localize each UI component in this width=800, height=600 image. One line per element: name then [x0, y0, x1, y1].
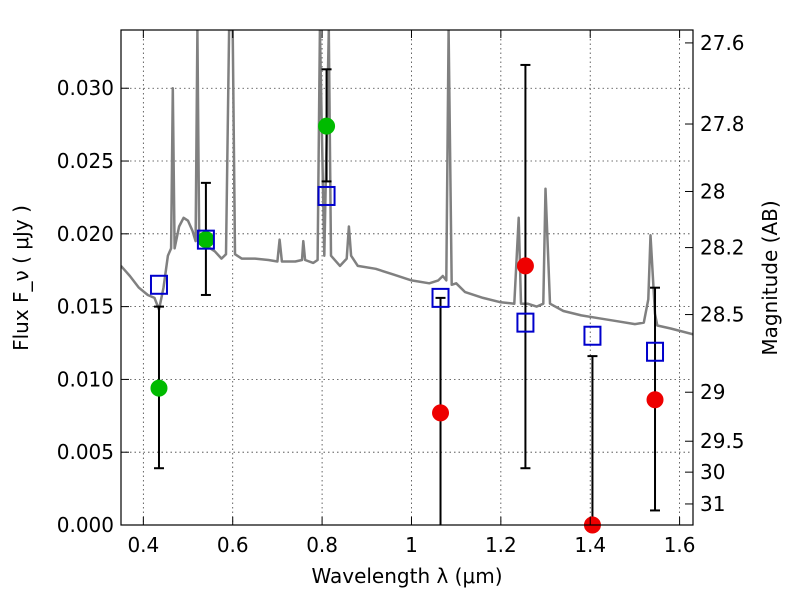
magnitude-tick-label: 27.6 [700, 31, 745, 55]
x-tick-label: 0.6 [217, 533, 249, 557]
magnitude-tick-label: 28.2 [700, 236, 745, 260]
magnitude-tick-label: 27.8 [700, 112, 745, 136]
x-tick-label: 1 [405, 533, 418, 557]
model-sed-line [121, 30, 693, 336]
x-tick-label: 0.4 [127, 533, 159, 557]
x-tick-label: 0.8 [306, 533, 338, 557]
model-band-square [516, 312, 535, 333]
magnitude-tick-label: 29 [700, 380, 725, 404]
y-tick-label: 0.025 [57, 149, 114, 173]
plot-area [121, 30, 693, 336]
magnitude-axis: 27.6 27.8 28 28.2 28.5 29 29.5 30 31 [685, 31, 745, 516]
model-band-square [583, 325, 602, 346]
magnitude-tick-label: 29.5 [700, 429, 745, 453]
y-tick-label: 0.000 [57, 513, 114, 537]
model-band-square [149, 274, 168, 295]
y-tick-label: 0.005 [57, 440, 114, 464]
y-tick-label: 0.015 [57, 295, 114, 319]
markers [149, 117, 665, 534]
y-tick-label: 0.030 [57, 76, 114, 100]
magnitude-axis-title: Magnitude (AB) [758, 200, 782, 355]
x-tick-label: 1.4 [574, 533, 606, 557]
y-tick-label: 0.020 [57, 222, 114, 246]
y-axis: 0.000 0.005 0.010 0.015 0.020 0.025 0.030 [57, 76, 129, 537]
x-tick-label: 1.6 [664, 533, 696, 557]
observed-flux-point [646, 391, 664, 409]
observed-flux-point [150, 379, 168, 397]
y-axis-title: Flux F_ν ( μJy ) [9, 205, 33, 351]
model-band-square [431, 287, 450, 308]
model-band-square [317, 185, 336, 206]
errorbars [153, 63, 661, 525]
magnitude-tick-label: 30 [700, 460, 725, 484]
observed-flux-point [432, 404, 450, 422]
observed-flux-point [197, 231, 215, 249]
magnitude-tick-label: 28.5 [700, 303, 745, 327]
grid-lines [121, 30, 693, 526]
x-axis: 0.4 0.6 0.8 1 1.2 1.4 1.6 [127, 30, 696, 557]
x-tick-label: 1.2 [485, 533, 517, 557]
magnitude-tick-label: 31 [700, 492, 725, 516]
observed-flux-point [318, 117, 336, 135]
x-axis-title: Wavelength λ (μm) [311, 564, 502, 588]
observed-flux-point [516, 257, 534, 275]
magnitude-tick-label: 28 [700, 179, 725, 203]
model-band-square [196, 229, 215, 250]
model-band-square [646, 341, 665, 362]
plot-frame [120, 29, 694, 526]
y-tick-label: 0.010 [57, 367, 114, 391]
